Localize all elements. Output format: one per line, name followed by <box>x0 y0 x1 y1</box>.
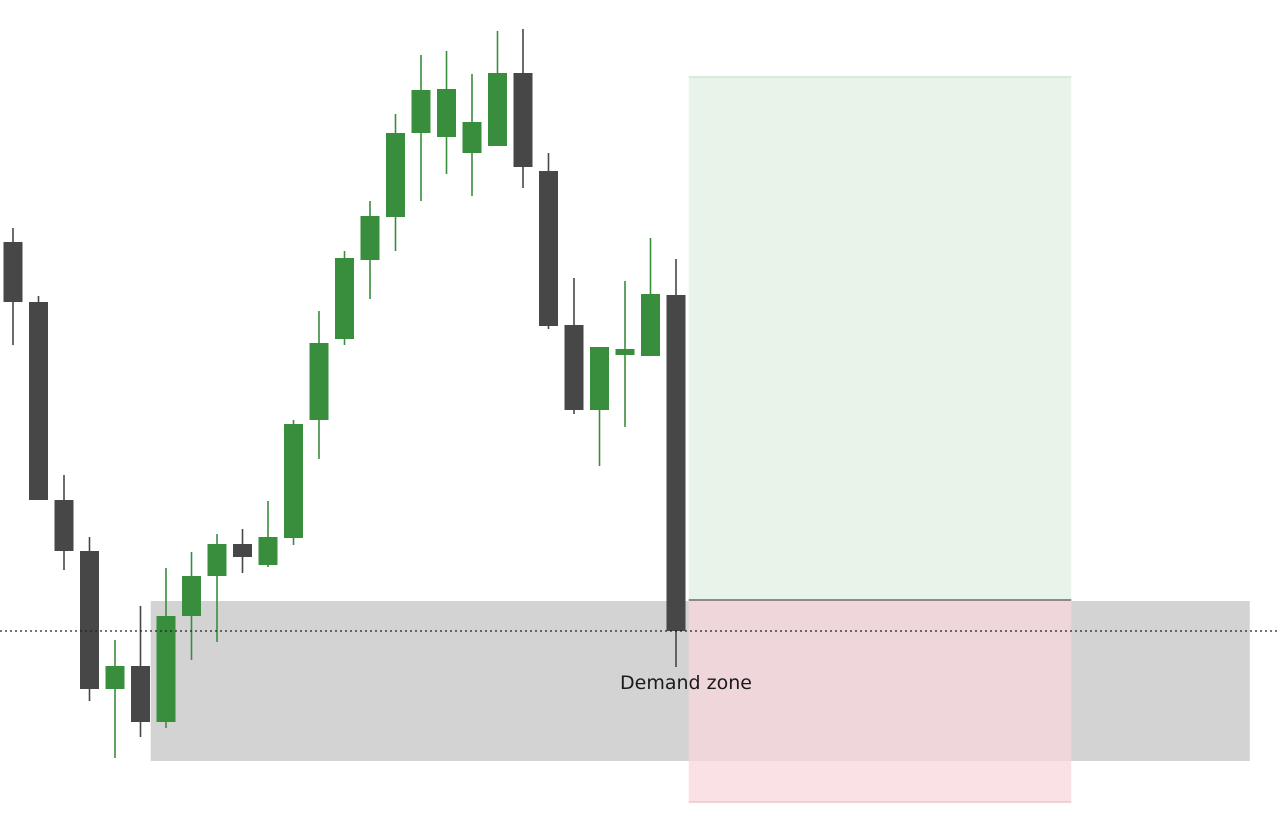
candle-body <box>54 500 74 551</box>
candle-body <box>666 295 686 631</box>
candle-body <box>309 343 329 420</box>
candle-body <box>462 122 482 153</box>
bullish-candle <box>335 251 354 345</box>
bullish-candle <box>462 74 482 196</box>
bearish-candle <box>54 475 74 570</box>
bullish-candle <box>641 238 660 356</box>
bearish-candle <box>3 228 23 345</box>
bullish-candle <box>309 311 329 459</box>
bullish-candle <box>615 281 635 427</box>
candle-body <box>488 73 507 146</box>
bearish-candle <box>513 29 533 188</box>
candle-body <box>360 216 380 260</box>
candle-body <box>131 666 150 722</box>
candle-body <box>258 537 278 565</box>
candle-body <box>182 576 201 616</box>
candle-body <box>564 325 584 410</box>
candle-body <box>641 294 660 356</box>
candle-body <box>539 171 558 326</box>
bullish-candle <box>360 201 380 299</box>
bullish-candle <box>437 51 456 174</box>
bearish-candle <box>564 278 584 414</box>
bullish-candle <box>284 420 303 545</box>
bearish-candle <box>666 259 686 667</box>
candle-body <box>335 258 354 339</box>
candle-body <box>207 544 227 576</box>
candle-body <box>29 302 48 500</box>
candle-body <box>284 424 303 538</box>
candle-body <box>156 616 176 722</box>
candle-body <box>80 551 99 689</box>
bullish-candle <box>156 568 176 728</box>
bullish-candle <box>105 640 125 758</box>
bearish-candle <box>233 529 252 573</box>
candle-body <box>3 242 23 302</box>
candle-body <box>233 544 252 557</box>
bullish-candle <box>207 534 227 642</box>
bearish-candle <box>80 537 99 701</box>
zones-layer <box>150 76 1250 803</box>
candle-body <box>437 89 456 137</box>
candle-body <box>386 133 405 217</box>
profit-zone <box>688 77 1072 600</box>
candle-body <box>105 666 125 689</box>
candle-body <box>411 90 431 133</box>
candles-layer <box>3 29 686 758</box>
bullish-candle <box>590 347 609 466</box>
bullish-candle <box>386 114 405 251</box>
demand-zone-label: Demand zone <box>620 672 752 694</box>
bearish-candle <box>539 153 558 329</box>
bullish-candle <box>258 501 278 567</box>
bullish-candle <box>411 55 431 201</box>
loss-zone <box>688 600 1072 802</box>
candle-body <box>513 73 533 167</box>
bearish-candle <box>29 296 48 500</box>
bullish-candle <box>488 31 507 146</box>
candle-body <box>615 349 635 355</box>
candle-body <box>590 347 609 410</box>
bearish-candle <box>131 606 150 737</box>
bullish-candle <box>182 552 201 660</box>
